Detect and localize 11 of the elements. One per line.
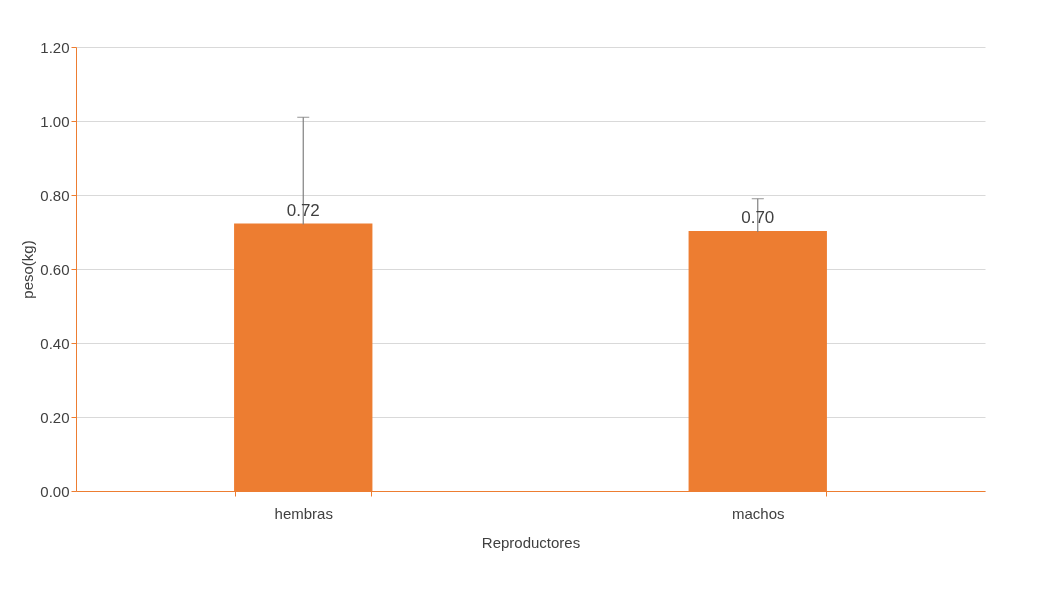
y-tick-label: 1.00 (40, 112, 70, 130)
y-tick-label: 0.00 (40, 482, 70, 500)
y-tick-label: 0.40 (40, 334, 70, 352)
x-tick-label: hembras (274, 504, 333, 522)
y-axis-title: peso(kg) (19, 240, 37, 299)
x-tick-label: machos (731, 504, 785, 522)
x-axis-title: Reproductores (481, 533, 581, 551)
y-tick-label: 0.60 (40, 260, 70, 278)
y-tick-label: 1.20 (40, 38, 70, 56)
y-tick-label: 0.80 (40, 186, 70, 204)
y-tick-label: 0.20 (40, 408, 70, 426)
